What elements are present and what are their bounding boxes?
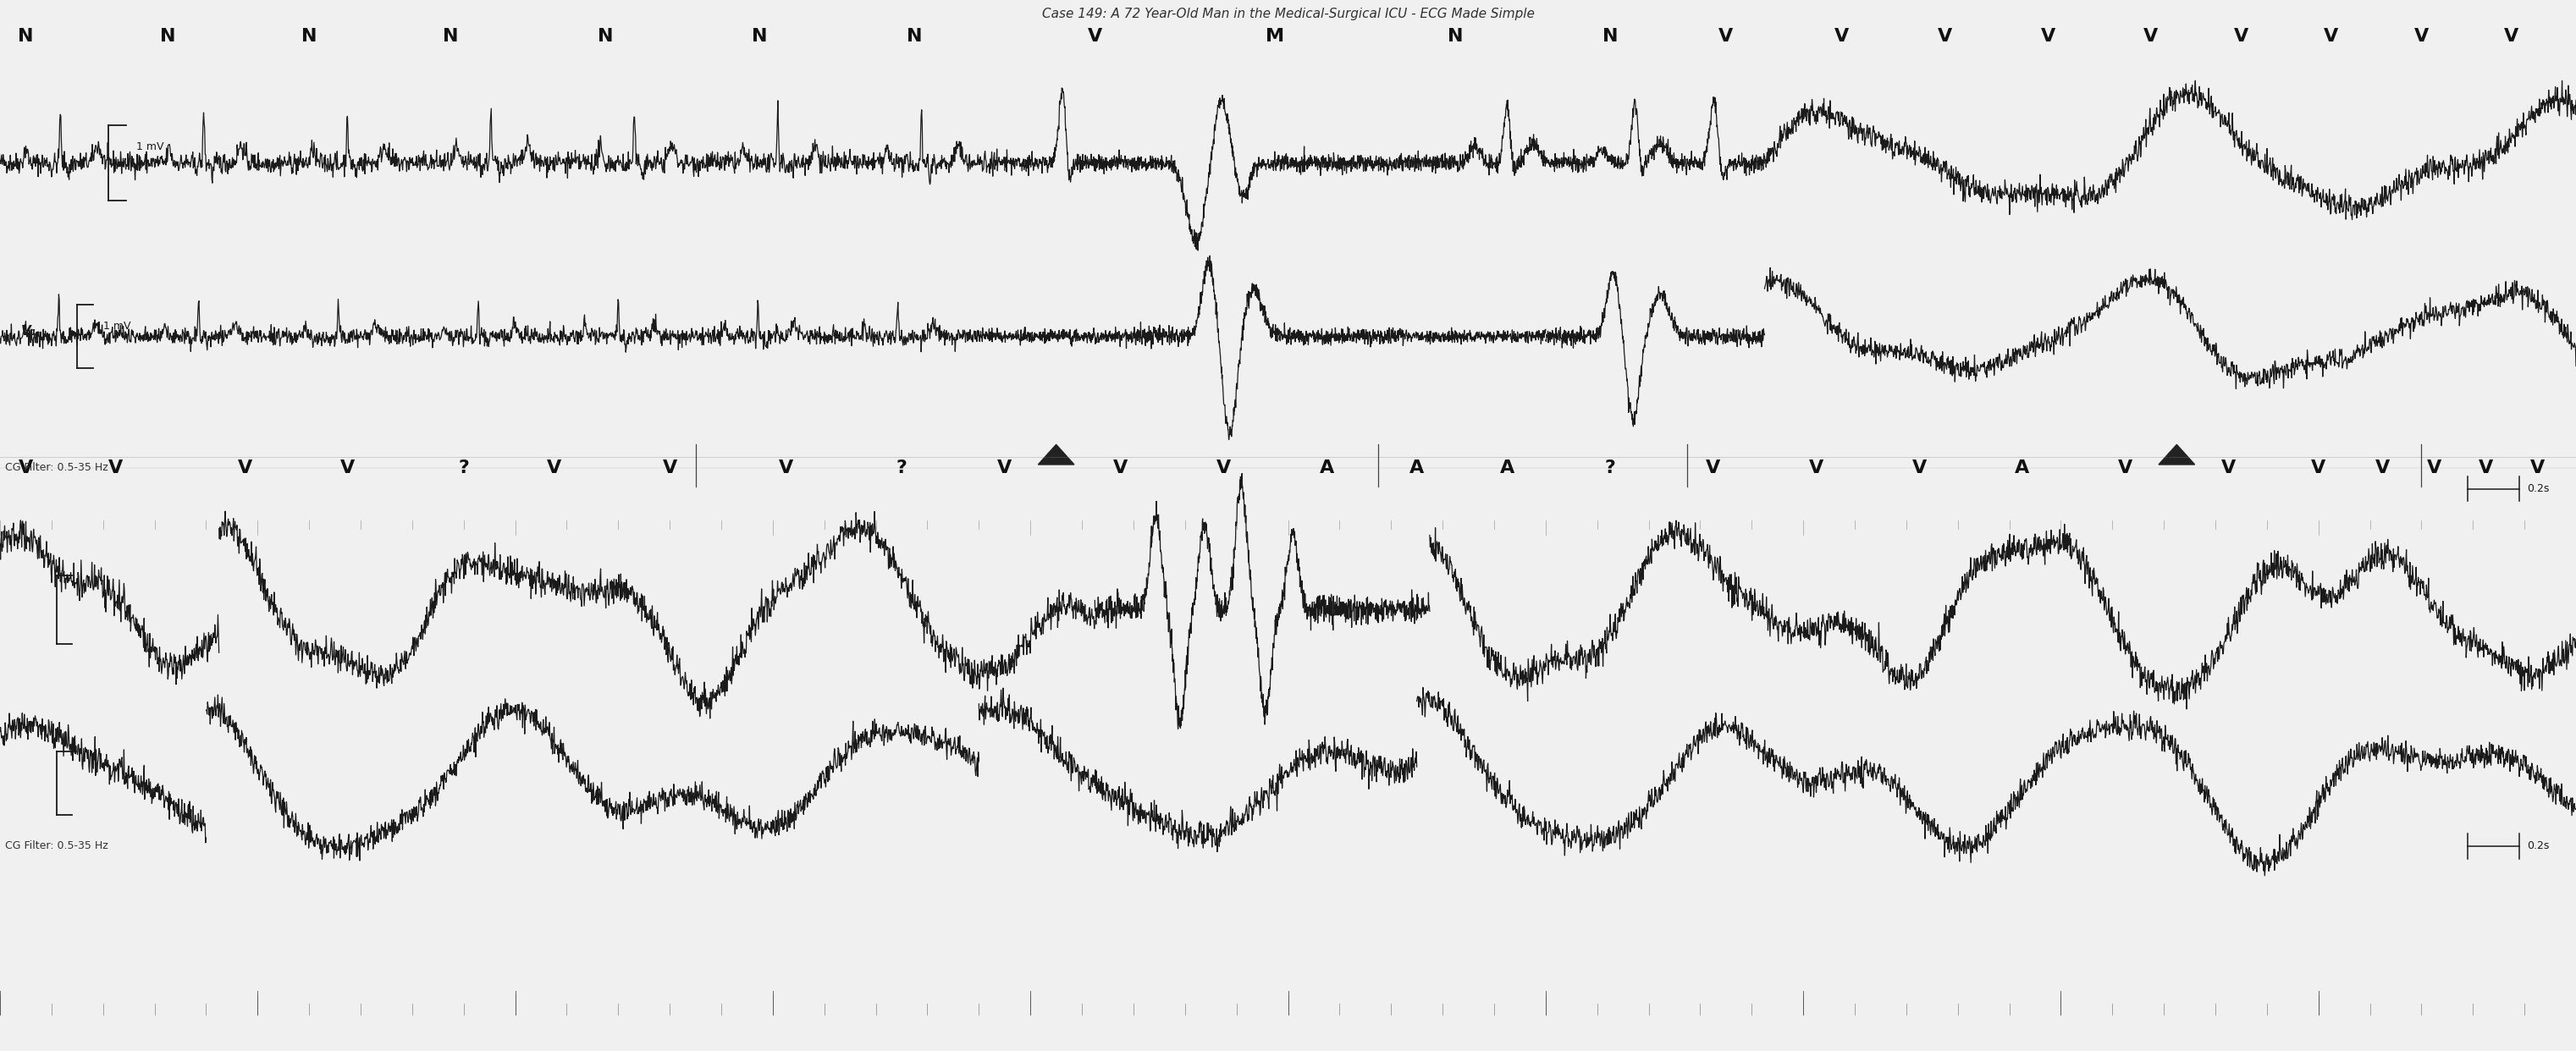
Text: V: V: [778, 459, 793, 476]
Text: V: V: [2427, 459, 2442, 476]
Text: N: N: [752, 28, 768, 45]
Text: 0.2s: 0.2s: [2527, 483, 2550, 494]
Polygon shape: [1038, 445, 1074, 465]
Text: ?: ?: [1605, 459, 1615, 476]
Text: V: V: [1705, 459, 1721, 476]
Text: N: N: [18, 28, 33, 45]
Text: Case 149: A 72 Year-Old Man in the Medical-Surgical ICU - ECG Made Simple: Case 149: A 72 Year-Old Man in the Medic…: [1041, 7, 1535, 20]
Text: V: V: [108, 459, 124, 476]
Text: M: M: [1265, 28, 1285, 45]
Text: V₁: V₁: [21, 325, 36, 337]
Text: V: V: [2311, 459, 2326, 476]
Text: A: A: [1409, 459, 1425, 476]
Text: A: A: [1319, 459, 1334, 476]
Text: V: V: [2504, 28, 2519, 45]
Text: A: A: [2014, 459, 2030, 476]
Text: V: V: [2414, 28, 2429, 45]
Text: N: N: [443, 28, 459, 45]
Text: N: N: [1448, 28, 1463, 45]
Text: N: N: [907, 28, 922, 45]
Text: 1 mV: 1 mV: [137, 142, 165, 152]
Text: V: V: [2143, 28, 2159, 45]
Text: ?: ?: [896, 459, 907, 476]
Text: V: V: [2478, 459, 2494, 476]
Text: V: V: [1087, 28, 1103, 45]
Text: N: N: [160, 28, 175, 45]
Text: 0.2s: 0.2s: [2527, 841, 2550, 851]
Text: V: V: [18, 459, 33, 476]
Text: V: V: [2117, 459, 2133, 476]
Text: V: V: [1911, 459, 1927, 476]
Text: V: V: [1808, 459, 1824, 476]
Text: V: V: [1216, 459, 1231, 476]
Text: V: V: [662, 459, 677, 476]
Text: N: N: [301, 28, 317, 45]
Polygon shape: [2159, 445, 2195, 465]
Text: CG Filter: 0.5-35 Hz: CG Filter: 0.5-35 Hz: [5, 462, 108, 473]
Text: A: A: [1499, 459, 1515, 476]
Text: V: V: [2530, 459, 2545, 476]
Text: V: V: [2375, 459, 2391, 476]
Text: V: V: [2324, 28, 2339, 45]
Text: V: V: [237, 459, 252, 476]
Text: V: V: [997, 459, 1012, 476]
Text: N: N: [1602, 28, 1618, 45]
Text: V: V: [1834, 28, 1850, 45]
Text: V: V: [2221, 459, 2236, 476]
Text: V: V: [340, 459, 355, 476]
Text: V: V: [2233, 28, 2249, 45]
Text: ?: ?: [459, 459, 469, 476]
Text: 1 mV: 1 mV: [103, 321, 131, 331]
Text: N: N: [598, 28, 613, 45]
Text: V: V: [546, 459, 562, 476]
Text: V: V: [1718, 28, 1734, 45]
Text: V: V: [2040, 28, 2056, 45]
Text: CG Filter: 0.5-35 Hz: CG Filter: 0.5-35 Hz: [5, 841, 108, 851]
Text: V: V: [1937, 28, 1953, 45]
Text: V: V: [1113, 459, 1128, 476]
